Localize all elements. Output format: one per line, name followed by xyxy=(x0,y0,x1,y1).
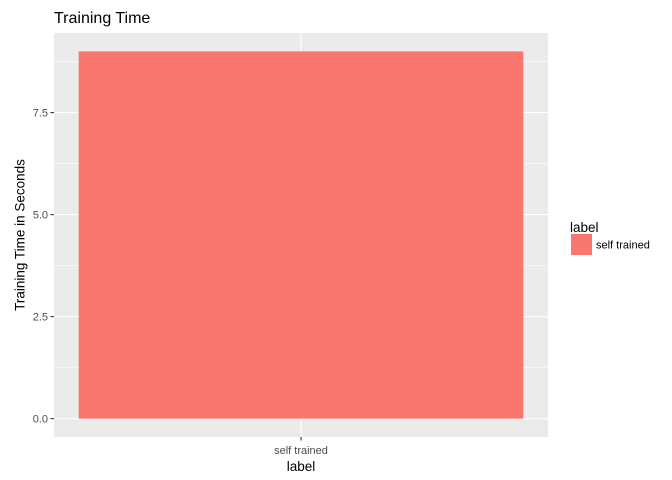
y-axis-title: Training Time in Seconds xyxy=(13,159,28,311)
bars xyxy=(78,51,524,419)
chart-title: Training Time xyxy=(54,10,150,27)
y-tick-label: 2.5 xyxy=(33,312,48,324)
x-axis-title: label xyxy=(287,459,316,474)
legend-label-self-trained: self trained xyxy=(596,240,650,252)
x-axis: self trained xyxy=(274,437,328,457)
legend: label self trained xyxy=(570,220,650,255)
y-axis: 0.0 2.5 5.0 7.5 xyxy=(33,108,54,426)
y-tick-label: 0.0 xyxy=(33,414,48,426)
y-tick-label: 5.0 xyxy=(33,210,48,222)
legend-key-self-trained xyxy=(571,234,592,255)
legend-title: label xyxy=(570,220,599,235)
x-tick-label: self trained xyxy=(274,445,328,457)
bar-self-trained xyxy=(78,51,524,419)
y-tick-label: 7.5 xyxy=(33,108,48,120)
